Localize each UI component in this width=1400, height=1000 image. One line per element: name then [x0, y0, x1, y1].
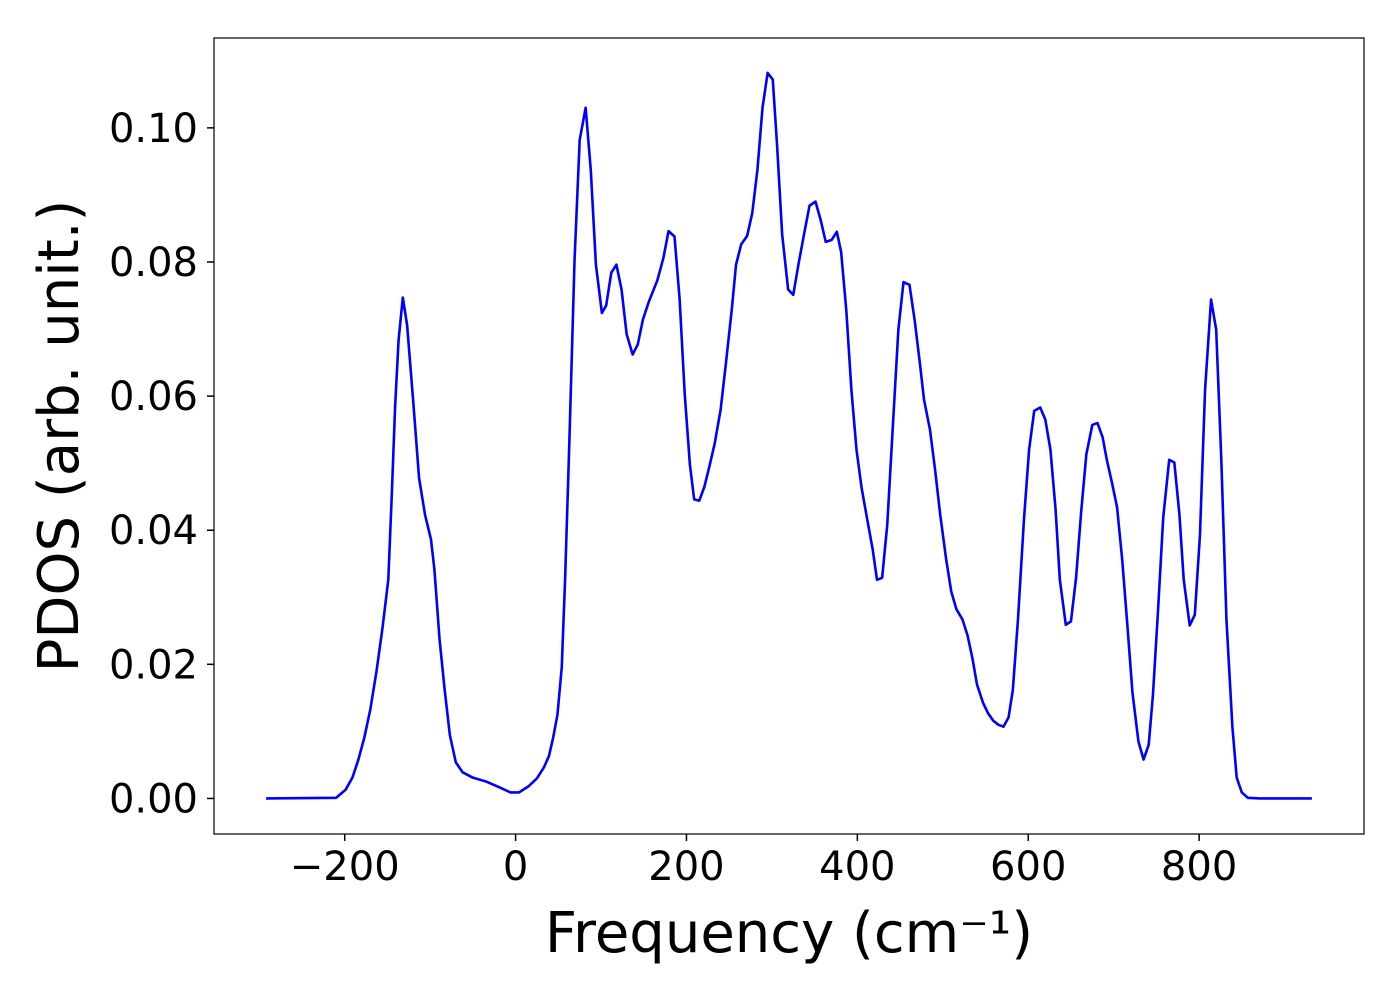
x-tick-label: 0 [503, 844, 528, 890]
x-tick-label: 400 [819, 844, 895, 890]
x-tick-label: 600 [990, 844, 1066, 890]
x-axis-label: Frequency (cm⁻¹) [545, 901, 1033, 966]
y-axis-label: PDOS (arb. unit.) [27, 200, 92, 673]
x-tick-label: 800 [1161, 844, 1237, 890]
y-tick-label: 0.04 [109, 508, 198, 554]
y-tick-label: 0.06 [109, 374, 198, 420]
y-tick-label: 0.10 [109, 106, 198, 152]
x-tick-label: −200 [290, 844, 400, 890]
y-tick-label: 0.00 [109, 776, 198, 822]
y-tick-label: 0.02 [109, 642, 198, 688]
x-tick-label: 200 [648, 844, 724, 890]
plot-frame [213, 37, 1365, 835]
y-tick-label: 0.08 [109, 240, 198, 286]
pdos-line [266, 71, 1312, 800]
